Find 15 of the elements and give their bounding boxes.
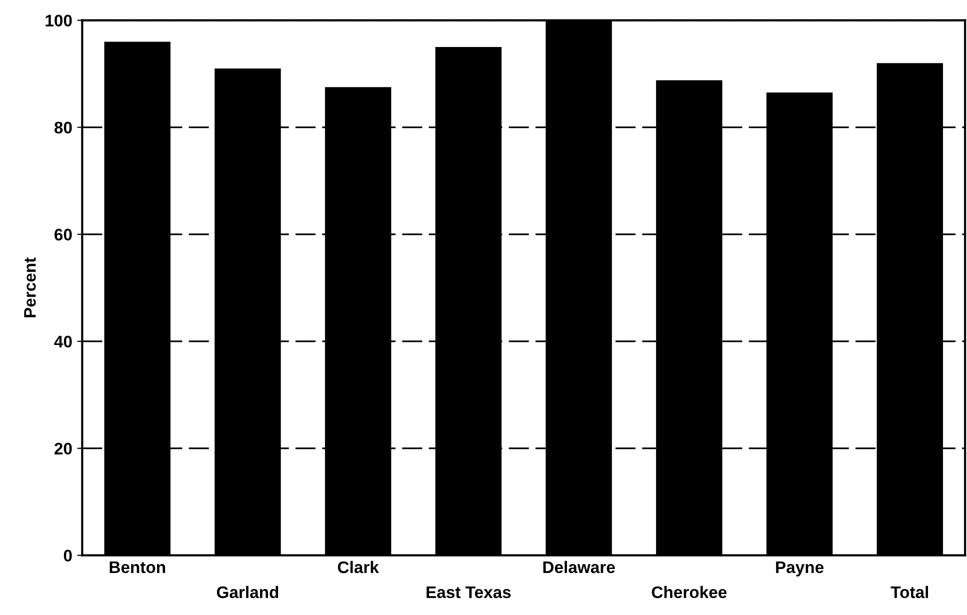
x-tick-label: Total [890, 586, 928, 598]
x-tick-label: Benton [110, 562, 166, 574]
y-tick-label: 80 [54, 122, 72, 134]
x-tick-label: Clark [338, 560, 379, 574]
y-tick-label: 60 [54, 228, 72, 241]
y-tick-label: 0 [64, 550, 72, 562]
y-tick-label: 100 [46, 14, 72, 26]
x-tick-label: Delaware [543, 560, 615, 574]
y-axis-title: Percent [24, 257, 36, 318]
x-tick-label: Garland [216, 586, 278, 598]
x-tick-label: Cherokee [652, 586, 727, 598]
y-tick-label: 40 [54, 336, 72, 348]
x-tick-label: East Texas [426, 586, 511, 598]
x-tick-label: Payne [776, 562, 824, 576]
y-tick-label: 20 [54, 442, 72, 455]
